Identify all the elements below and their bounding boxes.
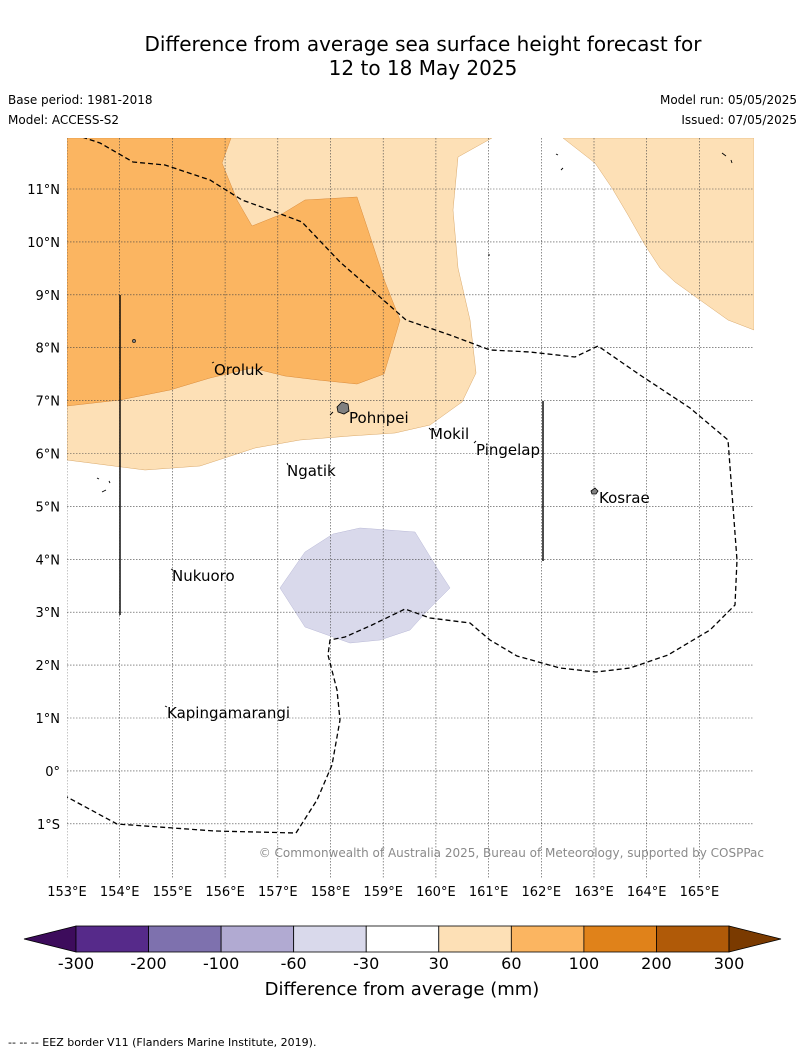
lon-tick-label: 159°E bbox=[363, 885, 403, 900]
model-name: Model: ACCESS-S2 bbox=[8, 113, 120, 127]
lon-tick-label: 161°E bbox=[469, 885, 509, 900]
place-label-ngatik: Ngatik bbox=[287, 462, 336, 480]
lat-tick-label: 3°N bbox=[36, 606, 61, 621]
lat-tick-label: 8°N bbox=[36, 342, 61, 357]
lon-tick-label: 154°E bbox=[100, 885, 140, 900]
colorbar-tick-label: 100 bbox=[569, 954, 600, 973]
colorbar-tick-label: 30 bbox=[429, 954, 449, 973]
lon-tick-label: 157°E bbox=[258, 885, 298, 900]
lat-tick-label: 4°N bbox=[36, 553, 61, 568]
title-line-2: 12 to 18 May 2025 bbox=[328, 56, 518, 80]
model-run: Model run: 05/05/2025 bbox=[659, 93, 797, 107]
colorbar-tick-label: -300 bbox=[58, 954, 94, 973]
lat-tick-label: 1°S bbox=[37, 818, 60, 833]
lon-tick-label: 155°E bbox=[153, 885, 193, 900]
place-label-pohnpei: Pohnpei bbox=[349, 409, 409, 427]
colorbar-tick-label: 60 bbox=[501, 954, 521, 973]
colorbar-segment bbox=[510, 925, 585, 953]
colorbar bbox=[23, 925, 782, 953]
lat-tick-label: 6°N bbox=[36, 448, 61, 463]
gridlines bbox=[67, 138, 754, 878]
latitude-labels: 11°N 10°N 9°N 8°N 7°N 6°N 5°N 4°N 3°N 2°N 1°N 0° 1°S bbox=[27, 183, 60, 833]
lat-tick-label: 7°N bbox=[36, 395, 61, 410]
colorbar-tick-label: -200 bbox=[130, 954, 166, 973]
base-period: Base period: 1981-2018 bbox=[8, 93, 153, 107]
colorbar-tick-label: 200 bbox=[641, 954, 672, 973]
islet bbox=[164, 361, 477, 708]
longitude-labels: 153°E 154°E 155°E 156°E 157°E 158°E 159°E 160°E… bbox=[47, 885, 719, 900]
lat-tick-label: 11°N bbox=[27, 183, 60, 198]
colorbar-segment bbox=[438, 925, 512, 953]
lon-tick-label: 153°E bbox=[47, 885, 87, 900]
colorbar-tick-label: 300 bbox=[714, 954, 745, 973]
place-label-mokil: Mokil bbox=[430, 425, 469, 443]
issued-date: Issued: 07/05/2025 bbox=[681, 113, 797, 127]
colorbar-title: Difference from average (mm) bbox=[265, 979, 540, 1000]
colorbar-extend-high bbox=[728, 925, 782, 953]
lon-tick-label: 164°E bbox=[627, 885, 667, 900]
colorbar-segment bbox=[220, 925, 295, 953]
colorbar-tick-labels: -300 -200 -100 -60 -30 30 60 100 200 300 bbox=[58, 954, 744, 973]
colorbar-segment bbox=[148, 925, 222, 953]
anomaly-region-neg30-neg60 bbox=[279, 527, 451, 644]
place-label-kapingamarangi: Kapingamarangi bbox=[167, 704, 290, 722]
map-area: Oroluk Pohnpei Mokil Pingelap Ngatik Kos… bbox=[67, 138, 754, 878]
colorbar-segment bbox=[583, 925, 657, 953]
colorbar-segment bbox=[365, 925, 440, 953]
islet bbox=[488, 153, 564, 256]
lon-tick-label: 165°E bbox=[680, 885, 720, 900]
place-label-oroluk: Oroluk bbox=[214, 361, 263, 379]
lon-tick-label: 162°E bbox=[522, 885, 562, 900]
map-title: Difference from average sea surface heig… bbox=[0, 32, 804, 80]
copyright-notice: © Commonwealth of Australia 2025, Bureau… bbox=[259, 846, 764, 860]
place-label-kosrae: Kosrae bbox=[599, 489, 650, 507]
anomaly-region-30-60-east bbox=[562, 138, 754, 331]
place-label-pingelap: Pingelap bbox=[476, 441, 540, 459]
islet bbox=[96, 477, 111, 493]
anomaly-region-60-100 bbox=[67, 138, 401, 407]
pohnpei-island bbox=[336, 401, 350, 415]
lat-tick-label: 5°N bbox=[36, 500, 61, 515]
eez-legend-footnote: -- -- -- EEZ border V11 (Flanders Marine… bbox=[8, 1036, 317, 1049]
colorbar-tick-label: -60 bbox=[281, 954, 307, 973]
lat-tick-label: 0° bbox=[45, 765, 60, 780]
lon-tick-label: 160°E bbox=[416, 885, 456, 900]
lat-tick-label: 1°N bbox=[36, 712, 61, 727]
kosrae-island bbox=[590, 487, 599, 495]
lat-tick-label: 9°N bbox=[36, 289, 61, 304]
lon-tick-label: 163°E bbox=[574, 885, 614, 900]
colorbar-segment bbox=[656, 925, 730, 953]
lon-tick-label: 158°E bbox=[311, 885, 351, 900]
place-label-nukuoro: Nukuoro bbox=[172, 567, 235, 585]
lat-tick-label: 10°N bbox=[27, 236, 60, 251]
lat-tick-label: 2°N bbox=[36, 659, 61, 674]
colorbar-extend-low bbox=[23, 925, 77, 953]
colorbar-tick-label: -30 bbox=[353, 954, 379, 973]
islet bbox=[721, 152, 733, 164]
colorbar-tick-label: -100 bbox=[203, 954, 239, 973]
title-line-1: Difference from average sea surface heig… bbox=[144, 32, 702, 56]
eez-border-north bbox=[67, 138, 738, 834]
islet bbox=[132, 339, 136, 343]
lon-tick-label: 156°E bbox=[205, 885, 245, 900]
colorbar-segment bbox=[75, 925, 149, 953]
colorbar-segment bbox=[293, 925, 367, 953]
